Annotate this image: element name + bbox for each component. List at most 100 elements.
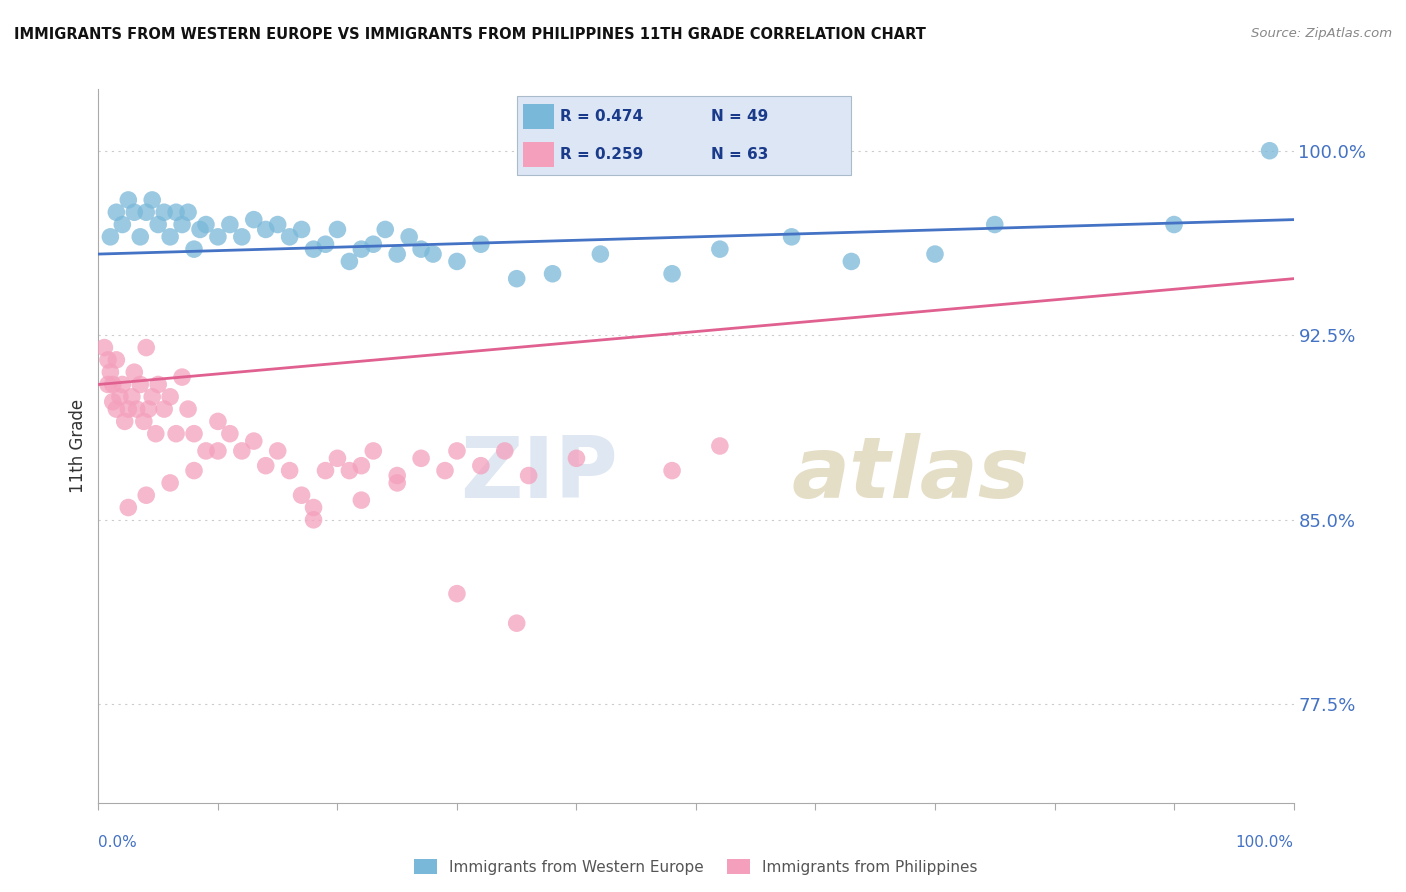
Point: [165, 426, 187, 441]
Point: [506, 616, 529, 631]
Point: [302, 500, 325, 515]
Point: [326, 222, 349, 236]
Point: [135, 488, 157, 502]
Point: [188, 222, 211, 236]
Point: [207, 230, 229, 244]
Point: [1258, 144, 1281, 158]
Point: [114, 414, 136, 428]
Point: [254, 222, 277, 236]
Point: [267, 444, 290, 458]
Point: [97, 377, 120, 392]
Point: [105, 205, 128, 219]
Point: [153, 402, 176, 417]
Point: [159, 390, 181, 404]
Point: [129, 230, 152, 244]
Point: [565, 451, 588, 466]
Point: [302, 242, 325, 256]
Point: [121, 390, 143, 404]
Point: [661, 267, 683, 281]
Point: [194, 218, 217, 232]
Point: [709, 242, 731, 256]
Point: [506, 271, 529, 285]
Point: [148, 218, 170, 232]
Point: [117, 193, 139, 207]
Point: [141, 193, 163, 207]
Point: [411, 451, 433, 466]
Point: [363, 237, 385, 252]
Point: [135, 341, 157, 355]
Point: [924, 247, 946, 261]
Point: [105, 352, 128, 367]
Point: [177, 205, 200, 219]
Text: Source: ZipAtlas.com: Source: ZipAtlas.com: [1251, 27, 1392, 40]
Point: [983, 218, 1005, 232]
Point: [517, 468, 540, 483]
Point: [148, 377, 170, 392]
Point: [219, 218, 242, 232]
Legend: Immigrants from Western Europe, Immigrants from Philippines: Immigrants from Western Europe, Immigran…: [408, 853, 984, 880]
Point: [165, 205, 187, 219]
Point: [117, 402, 139, 417]
Point: [172, 370, 194, 384]
Point: [385, 247, 409, 261]
Point: [315, 237, 337, 252]
Point: [302, 513, 325, 527]
Point: [141, 390, 163, 404]
Point: [433, 464, 456, 478]
Point: [105, 402, 128, 417]
Point: [385, 475, 409, 490]
Point: [363, 444, 385, 458]
Point: [207, 414, 229, 428]
Point: [129, 377, 152, 392]
Point: [111, 218, 134, 232]
Point: [101, 377, 124, 392]
Point: [446, 444, 468, 458]
Point: [124, 365, 146, 379]
Point: [398, 230, 420, 244]
Point: [231, 230, 253, 244]
Text: 0.0%: 0.0%: [98, 836, 138, 850]
Point: [839, 254, 862, 268]
Point: [183, 426, 205, 441]
Point: [117, 500, 139, 515]
Y-axis label: 11th Grade: 11th Grade: [69, 399, 87, 493]
Point: [97, 352, 120, 367]
Point: [101, 394, 124, 409]
Point: [589, 247, 612, 261]
Point: [709, 439, 731, 453]
Point: [111, 377, 134, 392]
Point: [159, 230, 181, 244]
Point: [446, 587, 468, 601]
Point: [108, 390, 131, 404]
Point: [254, 458, 277, 473]
Point: [177, 402, 200, 417]
Point: [350, 458, 373, 473]
Point: [194, 444, 217, 458]
Point: [159, 475, 181, 490]
Point: [494, 444, 516, 458]
Point: [278, 230, 301, 244]
Point: [290, 222, 312, 236]
Point: [446, 254, 468, 268]
Point: [243, 212, 266, 227]
Point: [374, 222, 396, 236]
Point: [470, 237, 492, 252]
Point: [98, 230, 122, 244]
Point: [337, 254, 360, 268]
Point: [132, 414, 155, 428]
Point: [326, 451, 349, 466]
Point: [411, 242, 433, 256]
Point: [350, 493, 373, 508]
Point: [98, 365, 122, 379]
Point: [422, 247, 444, 261]
Text: atlas: atlas: [792, 433, 1029, 516]
Point: [315, 464, 337, 478]
Point: [278, 464, 301, 478]
Point: [243, 434, 266, 448]
Point: [172, 218, 194, 232]
Point: [267, 218, 290, 232]
Point: [780, 230, 803, 244]
Point: [124, 205, 146, 219]
Text: ZIP: ZIP: [461, 433, 619, 516]
Point: [183, 464, 205, 478]
